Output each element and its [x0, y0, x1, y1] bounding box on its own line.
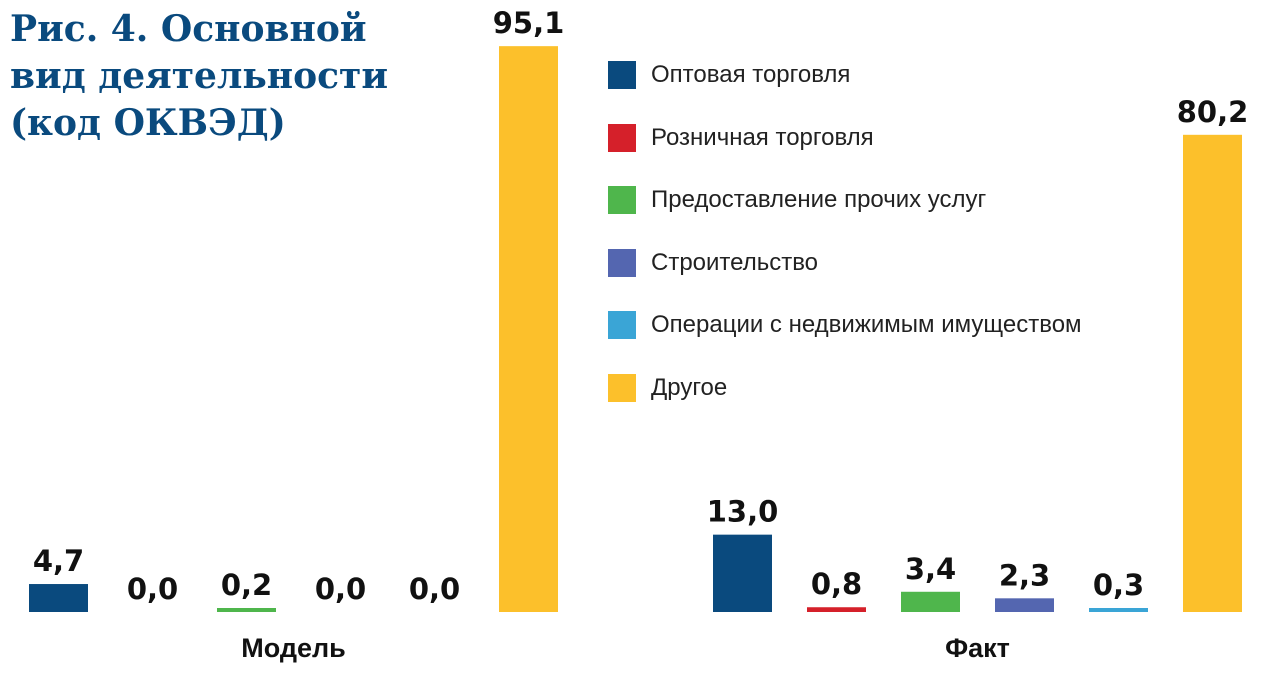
legend-item: Строительство	[608, 248, 1082, 311]
legend-label: Другое	[651, 373, 728, 401]
data-label: 0,0	[127, 572, 178, 606]
data-label: 95,1	[493, 6, 565, 40]
data-label: 0,0	[409, 572, 460, 606]
legend-swatch	[608, 123, 636, 152]
data-label: 80,2	[1177, 95, 1249, 129]
category-label: Модель	[241, 633, 346, 663]
chart-title: Рис. 4. Основной вид деятельности (код О…	[10, 8, 389, 144]
legend-swatch	[608, 248, 636, 277]
bar-fact-1	[807, 607, 866, 612]
legend-label: Предоставление прочих услуг	[651, 186, 987, 213]
bar-fact-5	[1183, 134, 1242, 612]
legend-swatch	[608, 311, 636, 339]
data-label: 0,2	[221, 568, 272, 602]
data-label: 0,0	[315, 572, 366, 606]
legend-item: Оптовая торговля	[608, 60, 1082, 123]
category-label: Факт	[945, 633, 1010, 663]
bar-fact-3	[995, 598, 1054, 612]
legend-item: Другое	[608, 373, 1082, 436]
data-label: 0,3	[1093, 568, 1144, 602]
data-label: 2,3	[999, 558, 1050, 592]
legend-label: Розничная торговля	[651, 123, 874, 151]
legend-swatch	[608, 373, 636, 402]
data-label: 3,4	[905, 552, 956, 586]
data-label: 13,0	[707, 495, 779, 529]
legend-item: Операции с недвижимым имуществом	[608, 310, 1082, 373]
legend-swatch	[608, 186, 636, 214]
legend: Оптовая торговля Розничная торговля Предос…	[608, 60, 1082, 435]
bar-fact-0	[713, 534, 772, 612]
bar-model-0	[29, 584, 88, 612]
bar-model-5	[499, 46, 558, 612]
legend-label: Операции с недвижимым имуществом	[651, 311, 1082, 338]
legend-label: Оптовая торговля	[651, 61, 851, 88]
legend-item: Розничная торговля	[608, 123, 1082, 186]
bar-fact-2	[901, 591, 960, 612]
data-label: 4,7	[33, 544, 84, 578]
legend-label: Строительство	[651, 248, 819, 276]
data-label: 0,8	[811, 567, 862, 601]
bar-fact-4	[1089, 608, 1148, 612]
bar-model-2	[217, 608, 276, 612]
legend-item: Предоставление прочих услуг	[608, 185, 1082, 248]
legend-swatch	[608, 61, 636, 89]
